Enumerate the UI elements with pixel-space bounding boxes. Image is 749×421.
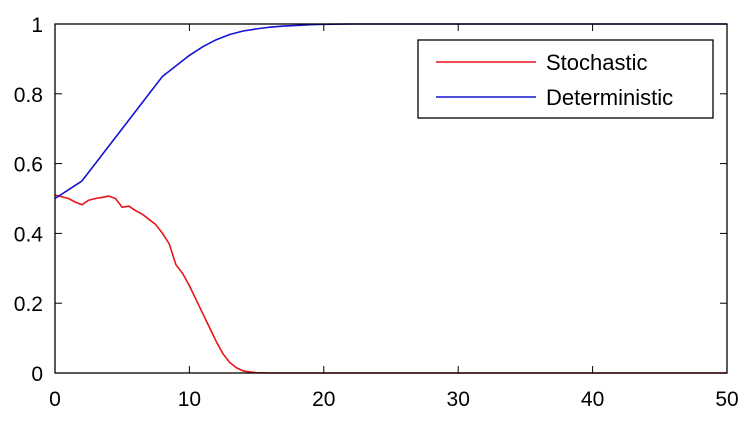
y-tick-label: 0.4: [14, 223, 44, 246]
x-tick-label: 40: [581, 388, 604, 411]
y-tick-label: 0.8: [14, 84, 43, 107]
legend-label-stochastic: Stochastic: [546, 50, 648, 75]
y-tick-label: 0: [31, 363, 43, 386]
legend: Stochastic Deterministic: [417, 39, 714, 119]
plot-frame: [54, 23, 728, 374]
series-line-stochastic: [54, 194, 727, 374]
x-tick-label: 20: [312, 388, 335, 411]
y-tick-label: 0.6: [14, 154, 43, 177]
y-tick-label: 1: [31, 14, 43, 37]
x-tick-label: 30: [447, 388, 470, 411]
axis-ticks: 0 10 20 30 40 50 0 0.2 0.4 0.6 0.8 1: [14, 14, 739, 411]
x-tick-label: 10: [178, 388, 201, 411]
legend-label-deterministic: Deterministic: [546, 85, 673, 110]
y-tick-label: 0.2: [14, 293, 43, 316]
x-tick-label: 50: [715, 388, 738, 411]
legend-box: [417, 39, 714, 119]
x-tick-label: 0: [49, 388, 61, 411]
